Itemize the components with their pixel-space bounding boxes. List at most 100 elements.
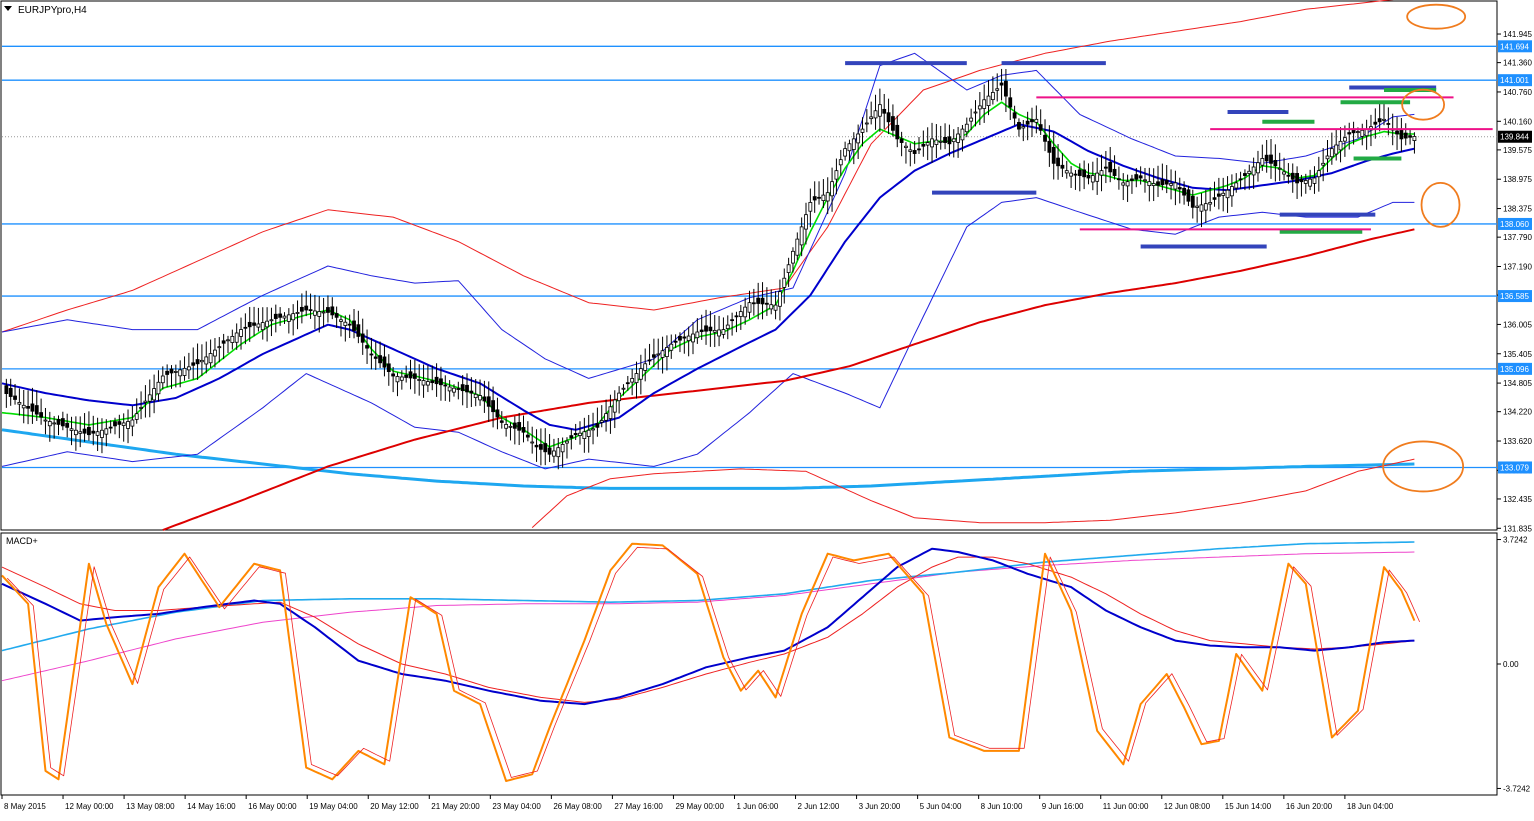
candle-body xyxy=(113,421,117,427)
level-price-tag xyxy=(1498,362,1532,375)
candle-body xyxy=(1338,140,1343,151)
time-axis-label: 16 Jun 20:00 xyxy=(1286,802,1333,811)
price-panel-frame xyxy=(0,0,1498,531)
candle-body xyxy=(286,314,291,322)
candle-body xyxy=(47,421,52,427)
time-axis-label: 18 Jun 04:00 xyxy=(1347,802,1394,811)
candle-body xyxy=(1190,195,1195,208)
candle-body xyxy=(560,444,565,453)
candle-body xyxy=(1216,193,1221,197)
candle-body xyxy=(186,366,191,371)
level-price-tag xyxy=(1498,74,1532,87)
candle-body xyxy=(326,307,330,313)
candle-body xyxy=(91,430,96,434)
candle-body xyxy=(743,306,748,318)
candle-body xyxy=(1303,180,1308,184)
price-axis-label: 140.760 xyxy=(1503,88,1532,97)
time-axis-label: 8 Jun 10:00 xyxy=(981,802,1023,811)
candle-body xyxy=(1412,136,1417,141)
candle-body xyxy=(1186,189,1191,202)
candle-body xyxy=(265,320,270,328)
candle-body xyxy=(1169,183,1173,186)
price-axis-label: 140.160 xyxy=(1503,117,1532,126)
ma-mid-line xyxy=(1,123,1415,431)
candle-body xyxy=(682,336,687,339)
candle-body xyxy=(973,111,978,114)
candle-body xyxy=(169,368,174,374)
candle-body xyxy=(1056,157,1060,167)
candle-body xyxy=(812,196,817,201)
candle-body xyxy=(1177,187,1182,190)
candle-body xyxy=(1182,187,1186,196)
candle-body xyxy=(899,138,904,143)
candle-body xyxy=(360,333,365,343)
candle-body xyxy=(378,355,382,364)
candle-body xyxy=(321,311,326,314)
candle-body xyxy=(673,340,678,343)
candle-body xyxy=(778,291,782,307)
ma-long-line xyxy=(1,428,1415,490)
candle-body xyxy=(704,325,708,332)
candle-body xyxy=(1208,202,1213,205)
candle-body xyxy=(938,140,943,143)
candle-body xyxy=(638,368,643,380)
candle-body xyxy=(13,395,17,400)
time-axis-label: 1 Jun 06:00 xyxy=(736,802,778,811)
candle-body xyxy=(552,450,556,457)
candle-body xyxy=(386,363,391,373)
candle-body xyxy=(1264,154,1269,162)
candle-body xyxy=(1051,146,1056,164)
candle-body xyxy=(990,92,995,101)
candle-body xyxy=(891,116,895,131)
price-axis-label: 136.005 xyxy=(1503,320,1532,329)
candle-body xyxy=(1160,179,1165,186)
candle-body xyxy=(486,396,491,407)
level-price-tag-text: 136.585 xyxy=(1500,292,1529,301)
candle-body xyxy=(730,319,735,322)
candle-body xyxy=(491,400,495,413)
candle-body xyxy=(864,122,869,125)
candle-body xyxy=(921,144,926,147)
highlight-circle xyxy=(1401,88,1446,121)
candle-body xyxy=(586,429,591,437)
candle-body xyxy=(1225,189,1230,199)
highlight-circle xyxy=(1420,181,1461,228)
candle-body xyxy=(1212,197,1217,200)
candle-body xyxy=(121,422,126,426)
candle-body xyxy=(434,376,439,385)
time-axis-label: 26 May 08:00 xyxy=(553,802,602,811)
candle-body xyxy=(208,353,213,364)
candle-body xyxy=(725,324,730,330)
candle-body xyxy=(295,312,300,314)
candle-body xyxy=(873,110,878,119)
candle-body xyxy=(439,378,443,386)
candle-body xyxy=(21,404,26,409)
candle-body xyxy=(447,386,452,392)
candle-body xyxy=(1277,167,1282,170)
time-axis-label: 11 Jun 00:00 xyxy=(1103,802,1149,811)
candle-body xyxy=(1221,192,1226,196)
candle-body xyxy=(343,321,348,326)
candle-body xyxy=(1143,179,1147,182)
menu-triangle-icon[interactable] xyxy=(4,6,12,11)
candle-body xyxy=(291,313,296,321)
candle-body xyxy=(139,407,143,409)
current-price-tag xyxy=(1498,130,1532,143)
candle-body xyxy=(843,148,848,157)
time-axis-label: 23 May 04:00 xyxy=(492,802,541,811)
macd-axis-label: 0.00 xyxy=(1503,660,1519,669)
candle-body xyxy=(399,376,404,381)
candle-body xyxy=(60,418,65,427)
candle-body xyxy=(191,362,196,366)
candle-body xyxy=(1060,164,1065,169)
level-price-tag-text: 141.694 xyxy=(1500,42,1529,51)
candle-body xyxy=(330,306,335,316)
candle-body xyxy=(960,128,965,141)
candle-body xyxy=(1112,168,1117,176)
candle-body xyxy=(612,399,617,413)
candle-body xyxy=(1008,97,1013,108)
candle-body xyxy=(408,371,413,379)
candle-body xyxy=(647,359,652,362)
candle-body xyxy=(269,319,274,322)
